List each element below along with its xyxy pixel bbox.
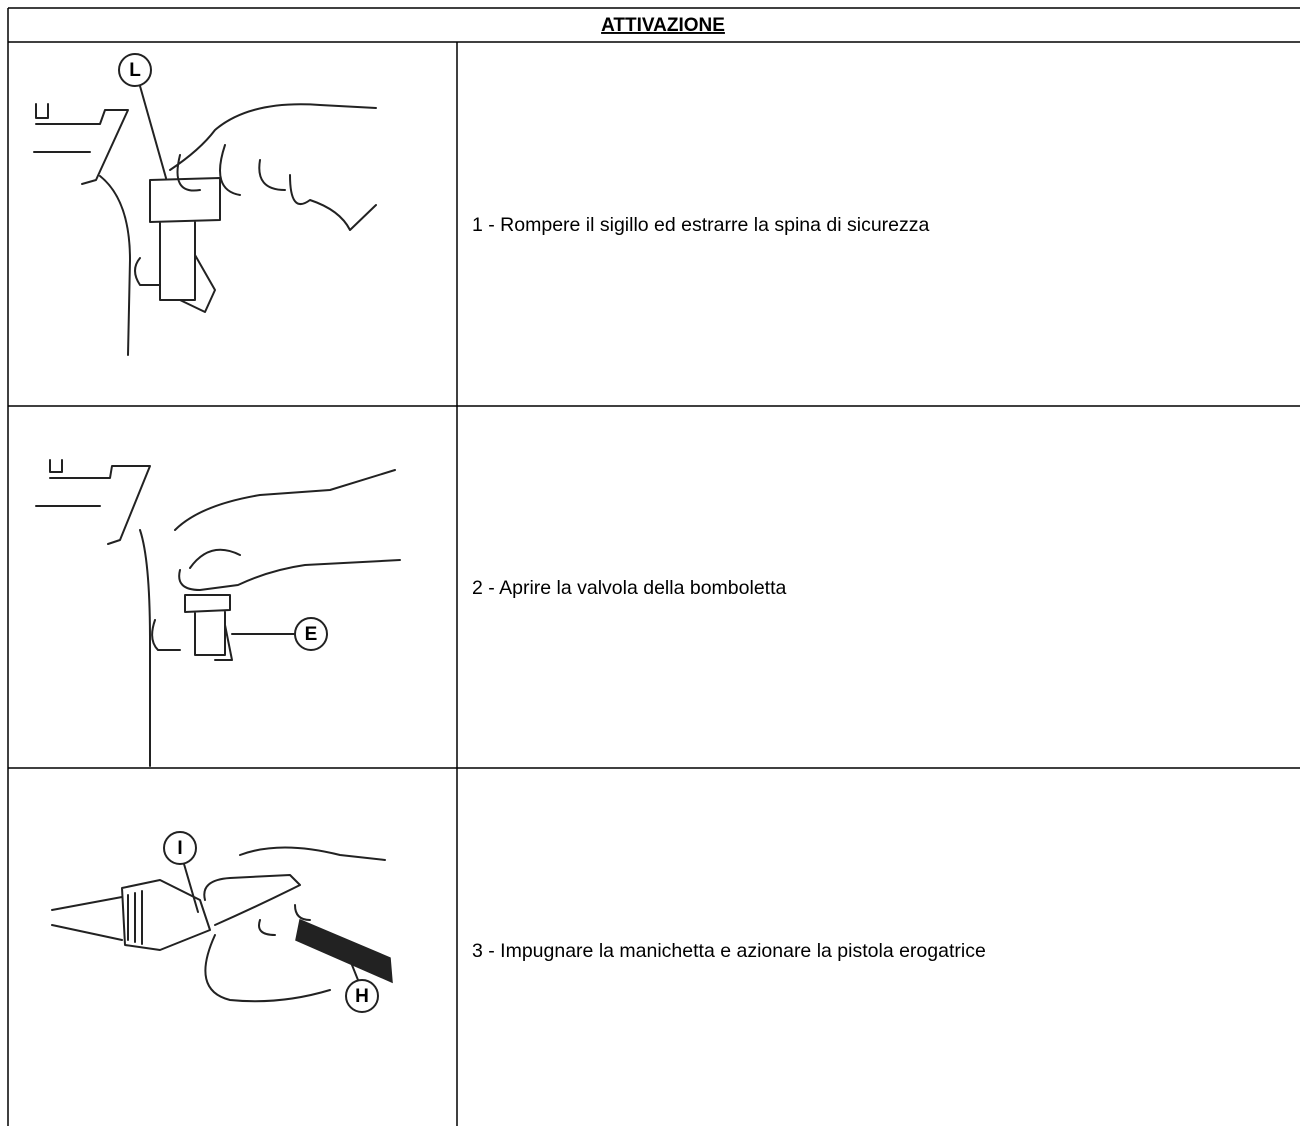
illustration <box>35 459 401 767</box>
cell-text: 2 - Aprire la valvola della bomboletta <box>472 577 786 599</box>
callout-label: I <box>177 838 182 859</box>
cell-text: 1 - Rompere il sigillo ed estrarre la sp… <box>472 214 930 236</box>
table-title: ATTIVAZIONE <box>601 15 725 36</box>
illustration <box>51 831 393 1013</box>
callout-label: L <box>129 60 141 81</box>
cell-text: 3 - Impugnare la manichetta e azionare l… <box>472 940 986 962</box>
callout-label: H <box>355 986 369 1007</box>
illustration <box>33 53 377 356</box>
table-grid <box>7 7 1300 1126</box>
callout-label: E <box>305 624 318 645</box>
